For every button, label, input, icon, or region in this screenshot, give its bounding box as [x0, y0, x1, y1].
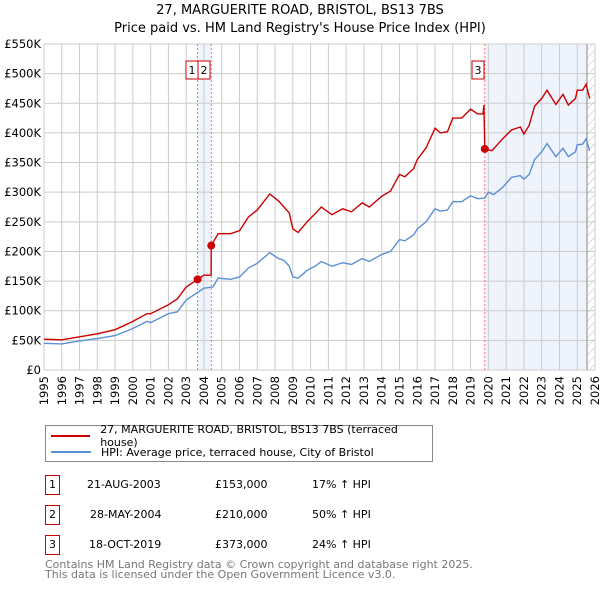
sale-point	[193, 275, 202, 284]
x-tick-label: 1995	[37, 376, 51, 405]
x-tick-label: 1999	[108, 376, 122, 405]
x-tick-label: 2015	[392, 376, 406, 405]
legend-item-property: 27, MARGUERITE ROAD, BRISTOL, BS13 7BS (…	[51, 423, 432, 449]
x-tick-label: 1997	[73, 376, 87, 405]
x-tick-label: 2018	[446, 376, 460, 405]
y-tick-label: £350K	[4, 156, 41, 170]
legend: 27, MARGUERITE ROAD, BRISTOL, BS13 7BS (…	[45, 423, 433, 462]
legend-swatch-hpi	[51, 451, 91, 453]
x-tick-label: 2020	[481, 376, 495, 405]
x-tick-label: 2007	[250, 376, 264, 405]
x-tick-label: 2005	[215, 376, 229, 405]
footer: Contains HM Land Registry data © Crown c…	[45, 558, 473, 581]
sale-label: 2	[201, 64, 208, 77]
y-tick-label: £200K	[4, 244, 41, 258]
sale-hpi: 17% ↑ HPI	[312, 478, 371, 491]
sale-point	[480, 144, 489, 153]
sale-period-shade	[484, 44, 588, 370]
x-tick-label: 2022	[517, 376, 531, 405]
x-tick-label: 2004	[197, 376, 211, 405]
footer-line: This data is licensed under the Open Gov…	[45, 568, 396, 581]
sale-price: £153,000	[215, 478, 268, 491]
sale-marker: 1	[45, 475, 60, 495]
x-tick-label: 2025	[570, 376, 584, 405]
legend-swatch-property	[51, 435, 91, 437]
x-tick-label: 2012	[339, 376, 353, 405]
legend-label: 27, MARGUERITE ROAD, BRISTOL, BS13 7BS (…	[100, 423, 398, 449]
hpi-line	[43, 137, 591, 345]
legend-item-hpi: HPI: Average price, terraced house, City…	[51, 444, 374, 460]
x-tick-label: 2023	[535, 376, 549, 405]
future-hatch	[587, 44, 595, 370]
x-tick-label: 2008	[268, 376, 282, 405]
x-tick-label: 2009	[286, 376, 300, 405]
x-tick-label: 2006	[233, 376, 247, 405]
x-tick-label: 2010	[304, 376, 318, 405]
y-tick-label: £100K	[4, 304, 41, 318]
x-tick-label: 1996	[55, 376, 69, 405]
sale-price: £210,000	[215, 508, 268, 521]
y-tick-label: £0	[26, 363, 41, 377]
y-tick-label: £50K	[12, 333, 42, 347]
y-tick-label: £550K	[4, 37, 41, 51]
y-tick-label: £450K	[4, 96, 41, 110]
title-line-2: Price paid vs. HM Land Registry's House …	[114, 21, 486, 36]
x-tick-label: 2026	[588, 376, 600, 405]
sale-hpi: 24% ↑ HPI	[312, 538, 371, 551]
title-line-1: 27, MARGUERITE ROAD, BRISTOL, BS13 7BS	[156, 3, 444, 18]
x-tick-label: 2001	[144, 376, 158, 405]
footer-line: Contains HM Land Registry data © Crown c…	[45, 558, 473, 571]
chart-title: 27, MARGUERITE ROAD, BRISTOL, BS13 7BS P…	[0, 2, 600, 38]
y-tick-label: £400K	[4, 126, 41, 140]
x-tick-label: 2013	[357, 376, 371, 405]
x-tick-label: 2011	[321, 376, 335, 405]
sale-marker: 2	[45, 505, 60, 525]
sale-label-box	[197, 60, 211, 80]
sale-label-box	[471, 60, 485, 80]
x-tick-label: 2002	[161, 376, 175, 405]
x-tick-label: 2021	[499, 376, 513, 405]
x-tick-label: 2003	[179, 376, 193, 405]
x-tick-label: 2024	[552, 376, 566, 405]
sale-date: 18-OCT-2019	[89, 538, 162, 551]
x-tick-label: 2000	[126, 376, 140, 405]
sale-point	[207, 241, 216, 250]
x-tick-label: 2017	[428, 376, 442, 405]
x-tick-label: 2019	[464, 376, 478, 405]
sale-row: 3 18-OCT-2019 £373,000 24% ↑ HPI	[45, 535, 465, 555]
sale-date: 21-AUG-2003	[87, 478, 161, 491]
y-tick-label: £500K	[4, 67, 41, 81]
x-tick-label: 2014	[375, 376, 389, 405]
sale-marker: 3	[45, 535, 60, 555]
sale-date: 28-MAY-2004	[90, 508, 162, 521]
legend-label: HPI: Average price, terraced house, City…	[101, 445, 374, 459]
y-tick-label: £150K	[4, 274, 41, 288]
sale-row: 1 21-AUG-2003 £153,000 17% ↑ HPI	[45, 475, 465, 495]
price-chart: 1995 1996 1997 1998 1999 2000 2001 2002 2003 2004…	[4, 37, 600, 405]
sale-hpi: 50% ↑ HPI	[312, 508, 371, 521]
x-tick-label: 2016	[410, 376, 424, 405]
sale-row: 2 28-MAY-2004 £210,000 50% ↑ HPI	[45, 505, 465, 525]
x-tick-label: 1998	[90, 376, 104, 405]
sale-label: 3	[475, 64, 482, 77]
y-tick-label: £250K	[4, 215, 41, 229]
y-tick-label: £300K	[4, 185, 41, 199]
sale-label: 1	[189, 64, 196, 77]
sale-price: £373,000	[215, 538, 268, 551]
